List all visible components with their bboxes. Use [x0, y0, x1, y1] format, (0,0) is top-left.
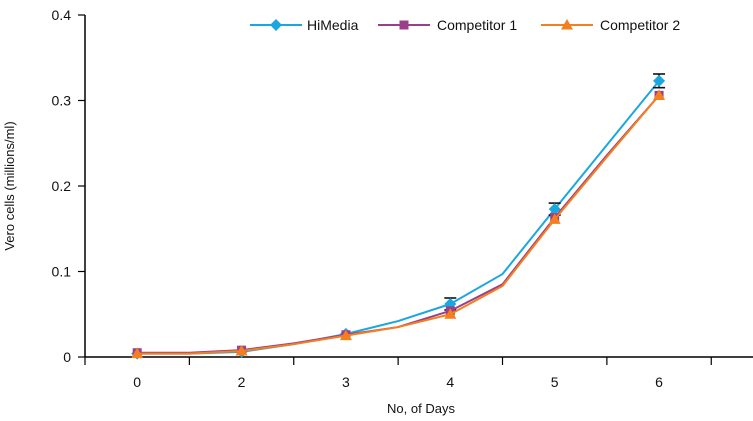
series-line	[136, 94, 661, 355]
data-point	[235, 345, 248, 356]
legend-marker	[270, 19, 282, 31]
y-axis-title: Vero cells (millions/ml)	[2, 121, 17, 250]
x-tick-label: 4	[446, 374, 454, 390]
legend-item: Competitor 1	[378, 17, 517, 33]
data-point	[653, 74, 666, 87]
axes	[84, 15, 753, 358]
legend-item: Competitor 2	[541, 17, 680, 33]
data-point	[653, 89, 666, 100]
y-tick-label: 0.2	[52, 178, 72, 194]
y-tick-label: 0	[63, 349, 71, 365]
series-diamond	[131, 73, 666, 360]
y-tick-label: 0.1	[52, 264, 72, 280]
series-triangle	[131, 89, 666, 359]
x-tick-label: 5	[551, 374, 559, 390]
legend-item: HiMedia	[250, 17, 359, 33]
series-plot-area	[131, 73, 666, 360]
y-tick-label: 0.3	[52, 93, 72, 109]
data-point	[444, 308, 457, 319]
legend-label: Competitor 1	[437, 17, 517, 33]
legend-label: Competitor 2	[600, 17, 680, 33]
legend-label: HiMedia	[307, 17, 359, 33]
x-axis-title: No, of Days	[387, 401, 455, 416]
x-ticks: 0 2 3 4 5 6	[84, 357, 712, 390]
x-tick-label: 3	[342, 374, 350, 390]
legend: HiMedia Competitor 1 Competitor 2	[250, 17, 680, 33]
data-point	[339, 329, 352, 341]
legend-marker	[561, 19, 573, 30]
data-point	[548, 213, 561, 224]
x-tick-label: 0	[133, 374, 141, 390]
data-point	[131, 347, 144, 359]
series-square	[132, 90, 664, 358]
y-ticks: 0 0.1 0.2 0.3 0.4	[52, 7, 85, 365]
y-tick-label: 0.4	[52, 7, 72, 23]
series-line	[136, 94, 661, 354]
x-tick-label: 2	[238, 374, 246, 390]
legend-marker	[399, 20, 409, 30]
data-point	[548, 203, 561, 216]
series-line	[136, 79, 661, 355]
x-tick-label: 6	[655, 374, 663, 390]
